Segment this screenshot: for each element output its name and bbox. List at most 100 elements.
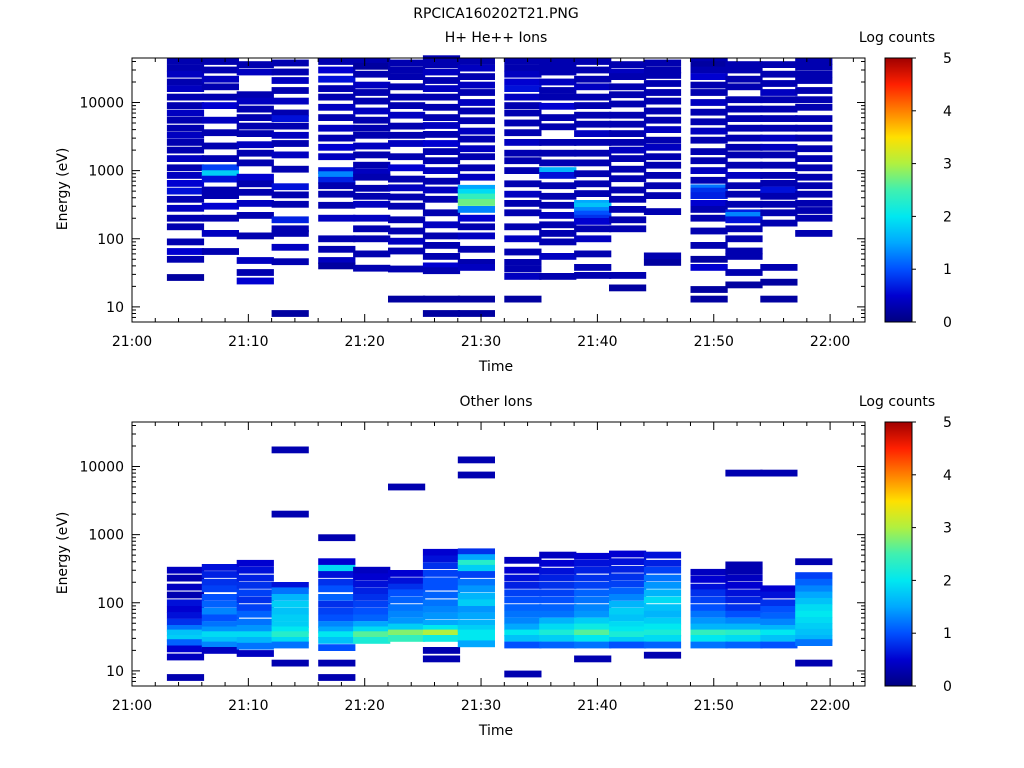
heatmap-cell	[457, 471, 495, 479]
heatmap-cell	[795, 591, 833, 599]
x-tick-label: 21:00	[112, 698, 152, 714]
heatmap-cell	[795, 115, 833, 122]
heatmap-cell	[643, 641, 682, 649]
heatmap-cell	[318, 190, 356, 198]
heatmap-cell	[388, 216, 426, 224]
heatmap-cell	[166, 248, 205, 255]
heatmap-cell	[504, 102, 542, 109]
heatmap-cell	[318, 66, 356, 74]
heatmap-cell	[457, 606, 495, 613]
heatmap-cell	[318, 637, 356, 644]
x-tick-label: 21:30	[461, 334, 501, 350]
heatmap-cell	[166, 58, 205, 65]
heatmap-cell	[725, 182, 763, 190]
heatmap-cell	[690, 118, 728, 126]
x-tick-label: 21:20	[345, 334, 385, 350]
heatmap-cell	[271, 230, 309, 237]
heatmap-cell	[353, 637, 391, 644]
heatmap-cell	[539, 238, 577, 246]
heatmap-cell	[690, 617, 728, 625]
heatmap-cell	[457, 232, 495, 240]
heatmap-cell	[795, 610, 833, 618]
heatmap-cell	[690, 157, 728, 165]
heatmap-cell	[725, 604, 763, 611]
heatmap-cell	[236, 130, 274, 137]
heatmap-cell	[236, 149, 274, 157]
heatmap-cell	[504, 180, 542, 188]
heatmap-cell	[166, 238, 205, 246]
heatmap-cell	[353, 142, 391, 150]
heatmap-cell	[643, 566, 682, 574]
heatmap-cell	[504, 64, 542, 72]
heatmap-cell	[422, 177, 461, 185]
heatmap-cell	[201, 186, 239, 194]
heatmap-cell	[795, 558, 833, 566]
heatmap-cell	[795, 124, 833, 132]
heatmap-cell	[609, 614, 647, 622]
heatmap-cell	[318, 534, 356, 542]
heatmap-cell	[760, 70, 798, 78]
top-heatmap-cells	[166, 55, 833, 317]
heatmap-cell	[504, 610, 542, 618]
bottom-heatmap-cells	[166, 446, 833, 681]
heatmap-cell	[422, 68, 461, 76]
heatmap-cell	[353, 161, 391, 169]
heatmap-cell	[574, 149, 612, 157]
heatmap-cell	[422, 295, 461, 303]
heatmap-cell	[539, 273, 577, 280]
heatmap-cell	[236, 596, 274, 604]
heatmap-cell	[201, 202, 239, 210]
heatmap-cell	[504, 617, 542, 625]
heatmap-cell	[643, 635, 682, 642]
heatmap-cell	[166, 164, 205, 172]
heatmap-cell	[643, 596, 682, 604]
heatmap-cell	[504, 629, 542, 637]
heatmap-cell	[725, 66, 763, 74]
heatmap-cell	[422, 93, 461, 101]
heatmap-cell	[422, 647, 461, 654]
heatmap-cell	[166, 155, 205, 162]
heatmap-cell	[166, 195, 205, 203]
heatmap-cell	[504, 157, 542, 165]
heatmap-cell	[690, 227, 728, 235]
heatmap-cell	[760, 278, 798, 286]
heatmap-cell	[643, 182, 682, 190]
bottom-colorbar-label: Log counts	[859, 394, 935, 410]
heatmap-cell	[318, 594, 356, 601]
heatmap-cell	[201, 155, 239, 162]
heatmap-cell	[422, 253, 461, 260]
heatmap-cell	[271, 97, 309, 105]
heatmap-cell	[574, 190, 612, 197]
heatmap-cell	[457, 564, 495, 572]
heatmap-cell	[318, 626, 356, 634]
heatmap-cell	[166, 274, 205, 281]
heatmap-cell	[318, 171, 356, 179]
heatmap-cell	[353, 81, 391, 89]
heatmap-cell	[166, 566, 205, 574]
heatmap-cell	[725, 143, 763, 151]
heatmap-cell	[539, 253, 577, 260]
heatmap-cell	[457, 571, 495, 578]
x-tick-label: 21:30	[461, 698, 501, 714]
x-tick-label: 22:00	[810, 698, 850, 714]
heatmap-cell	[725, 253, 763, 260]
heatmap-cell	[422, 55, 461, 63]
heatmap-cell	[539, 574, 577, 582]
y-tick-label: 1000	[88, 164, 124, 180]
heatmap-cell	[539, 589, 577, 597]
heatmap-cell	[609, 284, 647, 292]
heatmap-cell	[201, 585, 239, 593]
heatmap-cell	[725, 567, 763, 575]
heatmap-cell	[795, 96, 833, 104]
heatmap-cell	[201, 142, 239, 150]
heatmap-cell	[201, 621, 239, 628]
heatmap-cell	[504, 209, 542, 217]
x-tick-label: 21:50	[694, 698, 734, 714]
heatmap-cell	[318, 644, 356, 651]
heatmap-cell	[760, 186, 798, 194]
heatmap-cell	[422, 148, 461, 155]
heatmap-cell	[795, 103, 833, 111]
heatmap-cell	[609, 83, 647, 91]
heatmap-cell	[236, 642, 274, 650]
heatmap-cell	[201, 631, 239, 639]
